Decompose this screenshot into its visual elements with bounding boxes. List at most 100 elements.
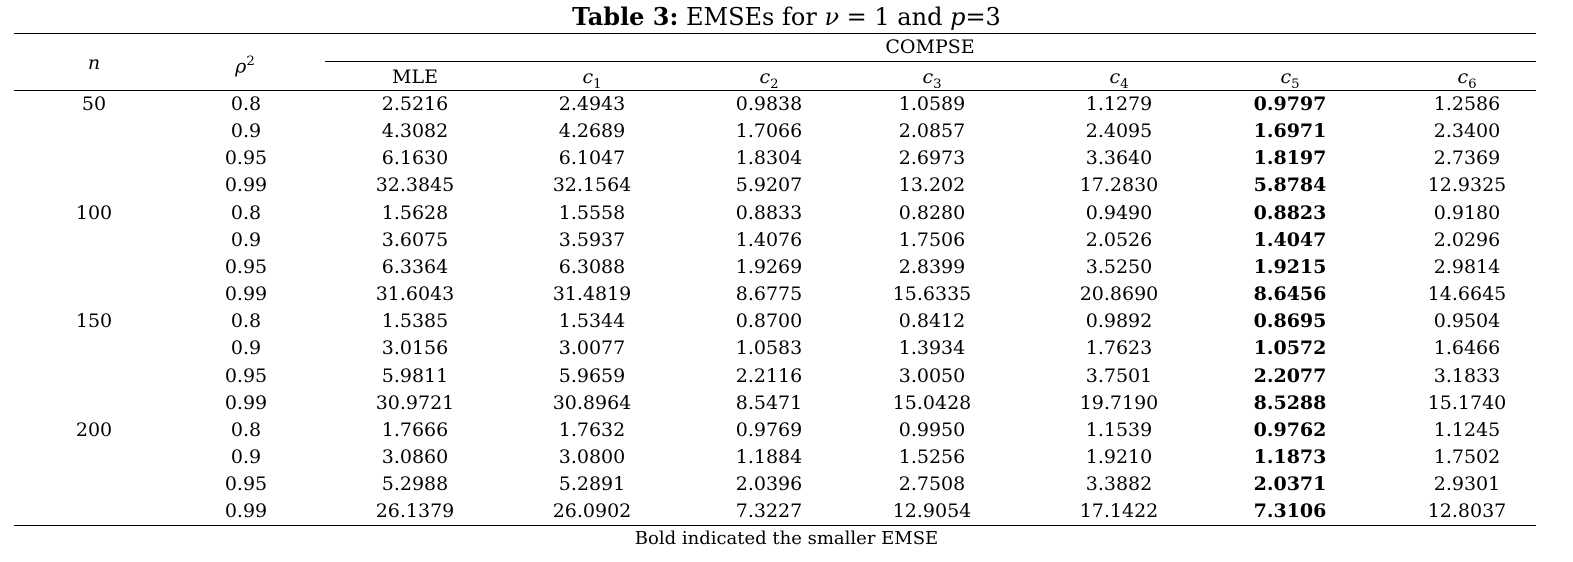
cell-value: 32.3845: [375, 174, 455, 197]
cell-value: 1.5628: [381, 201, 449, 224]
cell-value: 5.8784: [1253, 174, 1327, 197]
cell-rho2: 0.95: [224, 364, 268, 387]
cell-rho2: 0.95: [224, 147, 268, 170]
cell-value: 1.0583: [735, 337, 803, 360]
cell-value: 3.7501: [1085, 364, 1153, 387]
cell-value: 30.9721: [375, 391, 455, 414]
cell-value: 17.2830: [1079, 174, 1159, 197]
caption-nu: ν: [824, 3, 840, 31]
cell-value: 20.8690: [1079, 283, 1159, 306]
cell-value: 31.6043: [375, 283, 455, 306]
top-rule: [14, 33, 1536, 34]
cell-value: 5.2891: [558, 473, 626, 496]
cell-rho2: 0.99: [224, 283, 268, 306]
cell-value: 0.9892: [1085, 310, 1153, 333]
cell-value: 3.0156: [381, 337, 449, 360]
cell-rho2: 0.9: [230, 120, 262, 143]
caption-text-1: EMSEs for: [678, 3, 825, 31]
cell-value: 0.9769: [735, 418, 803, 441]
cell-value: 1.7623: [1085, 337, 1153, 360]
cell-value: 3.3882: [1085, 473, 1153, 496]
header-compse: COMPSE: [885, 36, 975, 58]
cell-value: 15.6335: [892, 283, 972, 306]
cell-value: 1.6466: [1433, 337, 1501, 360]
column-header-sub: 6: [1468, 76, 1477, 92]
cell-value: 14.6645: [1427, 283, 1507, 306]
cell-value: 7.3106: [1253, 500, 1327, 523]
column-header-7: c6: [1387, 64, 1547, 98]
cell-value: 3.1833: [1433, 364, 1501, 387]
header-rho-base: ρ: [235, 55, 247, 78]
cell-value: 3.0077: [558, 337, 626, 360]
cell-value: 2.5216: [381, 93, 449, 115]
header-n: n: [87, 52, 101, 74]
cell-value: 2.8399: [898, 255, 966, 278]
cell-n: 50: [81, 93, 107, 115]
column-header-4: c3: [852, 64, 1012, 98]
column-header-sub: 4: [1120, 76, 1129, 92]
cell-value: 1.2586: [1433, 93, 1501, 115]
cell-value: 7.3227: [735, 500, 803, 523]
cell-value: 15.0428: [892, 391, 972, 414]
cell-value: 1.1539: [1085, 418, 1153, 441]
group-rule: [325, 61, 1536, 62]
cell-value: 1.9269: [735, 255, 803, 278]
cell-value: 0.9950: [898, 418, 966, 441]
cell-value: 1.1873: [1253, 445, 1327, 468]
cell-value: 0.8700: [735, 310, 803, 333]
cell-value: 2.9301: [1433, 473, 1501, 496]
cell-value: 3.6075: [381, 228, 449, 251]
cell-rho2: 0.8: [230, 201, 262, 224]
column-header-sub: 1: [593, 76, 602, 92]
cell-rho2: 0.99: [224, 500, 268, 523]
cell-value: 3.0050: [898, 364, 966, 387]
cell-value: 1.5558: [558, 201, 626, 224]
cell-value: 6.1630: [381, 147, 449, 170]
cell-value: 1.7066: [735, 120, 803, 143]
header-rho-exp: 2: [246, 54, 255, 69]
cell-value: 32.1564: [552, 174, 632, 197]
cell-value: 12.9054: [892, 500, 972, 523]
cell-value: 2.0526: [1085, 228, 1153, 251]
cell-value: 0.9490: [1085, 201, 1153, 224]
cell-rho2: 0.95: [224, 255, 268, 278]
cell-value: 8.6456: [1253, 283, 1327, 306]
column-header-sub: 2: [770, 76, 779, 92]
cell-value: 1.5385: [381, 310, 449, 333]
column-header-sub: 5: [1291, 76, 1300, 92]
cell-value: 4.3082: [381, 120, 449, 143]
cell-value: 2.2077: [1253, 364, 1327, 387]
cell-value: 1.0572: [1253, 337, 1327, 360]
cell-value: 8.6775: [735, 283, 803, 306]
cell-value: 26.0902: [552, 500, 632, 523]
cell-value: 1.9210: [1085, 445, 1153, 468]
cell-rho2: 0.99: [224, 174, 268, 197]
cell-value: 2.7369: [1433, 147, 1501, 170]
cell-n: 150: [75, 310, 113, 333]
caption-text-3: =3: [965, 3, 1001, 31]
cell-value: 1.5256: [898, 445, 966, 468]
cell-value: 0.9180: [1433, 201, 1501, 224]
header-bottom-rule: [14, 90, 1536, 91]
cell-rho2: 0.95: [224, 473, 268, 496]
cell-value: 2.9814: [1433, 255, 1501, 278]
cell-value: 1.8197: [1253, 147, 1327, 170]
cell-rho2: 0.8: [230, 310, 262, 333]
caption-text-2: = 1 and: [839, 3, 951, 31]
column-header-base: c: [582, 66, 594, 88]
cell-value: 1.1884: [735, 445, 803, 468]
cell-value: 2.0857: [898, 120, 966, 143]
cell-value: 1.6971: [1253, 120, 1327, 143]
cell-value: 31.4819: [552, 283, 632, 306]
cell-value: 0.8412: [898, 310, 966, 333]
cell-value: 1.0589: [898, 93, 966, 115]
cell-value: 1.7632: [558, 418, 626, 441]
cell-value: 2.6973: [898, 147, 966, 170]
bottom-rule: [14, 525, 1536, 526]
cell-value: 1.8304: [735, 147, 803, 170]
cell-value: 1.7666: [381, 418, 449, 441]
cell-value: 17.1422: [1079, 500, 1159, 523]
cell-n: 200: [75, 418, 113, 441]
cell-value: 12.8037: [1427, 500, 1507, 523]
cell-value: 5.9207: [735, 174, 803, 197]
